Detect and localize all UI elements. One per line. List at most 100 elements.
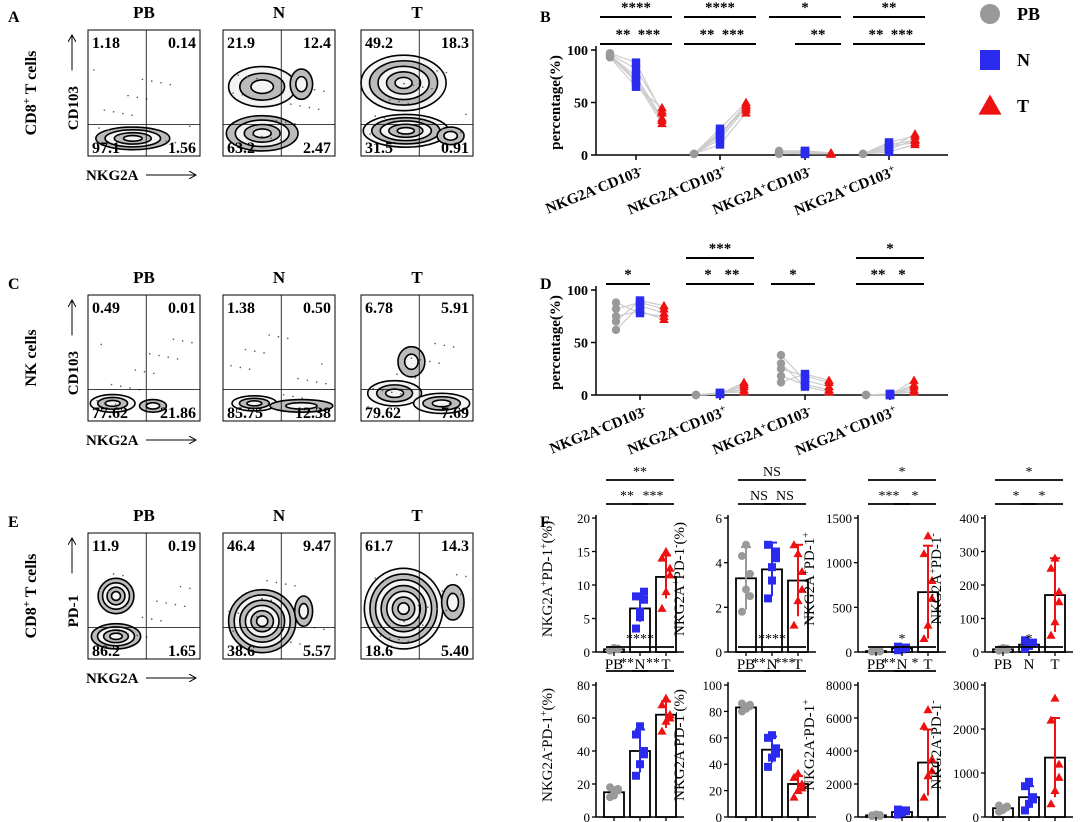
superscript: + (928, 568, 939, 574)
event-dot (294, 585, 296, 587)
row-label: CD8+ T cells (21, 51, 40, 136)
superscript: - (805, 162, 812, 173)
event-dot (174, 141, 177, 144)
superscript: + (21, 98, 33, 104)
label-part: NKG2A (544, 183, 599, 218)
significance-label: *** (722, 27, 745, 43)
significance-bracket: **** (600, 0, 672, 18)
event-dot (141, 616, 144, 619)
quadrant-ul: 1.18 (92, 35, 120, 52)
marker-t (1050, 553, 1060, 562)
marker-pb (858, 149, 868, 159)
event-dot (261, 597, 263, 600)
event-dot (445, 71, 448, 74)
marker-t (793, 786, 803, 795)
marker-t (1054, 772, 1064, 781)
bar-plot-4: 0 100 200 300 400 NKG2A+PD-1- PB N T * * * (928, 465, 1073, 673)
marker-n (772, 547, 780, 556)
significance-bracket: ** (606, 465, 674, 481)
event-dot (158, 354, 160, 357)
event-dot (388, 637, 391, 639)
superscript: + (718, 162, 728, 174)
contour-ring (397, 602, 410, 616)
event-dot (189, 125, 191, 128)
event-dot (103, 647, 106, 649)
flow-title: PB (133, 506, 155, 525)
marker-n (632, 624, 640, 633)
event-dot (427, 144, 429, 146)
marker-pb (861, 390, 871, 400)
marker-t (789, 620, 799, 629)
event-dot (320, 363, 323, 365)
quadrant-lr: 1.65 (168, 643, 196, 660)
x-tick-label: N (897, 657, 908, 673)
label-part: T cells (23, 51, 40, 98)
marker-n (631, 82, 641, 91)
significance-label: *** (879, 489, 900, 504)
event-dot (237, 612, 240, 614)
y-tick-label: 20 (577, 511, 590, 526)
y-tick-label: 50 (574, 97, 588, 112)
marker-t (1046, 715, 1056, 724)
marker-pb (611, 317, 621, 326)
marker-t (919, 634, 929, 643)
marker-t (657, 603, 667, 612)
event-dot (323, 90, 325, 93)
y-axis-label: CD103 (66, 86, 82, 130)
marker-t (1054, 759, 1064, 768)
superscript: + (801, 532, 812, 538)
flow-panel-C: NK cells CD103 NKG2A PB 0.49 0.01 77.62 21.86 N 1… (23, 268, 474, 449)
event-dot (150, 80, 153, 82)
quadrant-lr: 1.56 (168, 140, 196, 157)
superscript: - (674, 421, 681, 432)
event-dot (256, 615, 258, 618)
marker-pb (774, 147, 784, 157)
marker-t (923, 620, 933, 629)
event-dot (405, 375, 407, 377)
event-dot (246, 614, 249, 616)
y-axis-label: percentage(%) (548, 55, 564, 150)
event-dot (251, 596, 254, 598)
quadrant-lr: 12.38 (295, 405, 331, 422)
x-axis-label: NKG2A (86, 671, 139, 687)
flow-title: N (273, 3, 286, 22)
marker-n (1025, 799, 1033, 808)
event-dot (381, 389, 384, 392)
significance-bracket: NS (738, 489, 780, 505)
marker-t (927, 593, 937, 602)
significance-label: NS (776, 489, 794, 504)
y-tick-label: 6000 (826, 711, 852, 726)
marker-t (923, 771, 933, 780)
significance-bracket: ** (710, 267, 754, 285)
contour-ring (294, 75, 308, 93)
marker-pb (610, 791, 618, 800)
significance-bracket: *** (626, 27, 672, 45)
marker-n (1021, 806, 1029, 815)
flow-plot-pb: PB 1.18 0.14 97.1 1.56 (87, 3, 201, 157)
y-axis-label: PD-1 (66, 595, 82, 628)
marker-t (910, 129, 920, 138)
y-tick-label: 300 (960, 545, 980, 560)
quadrant-ll: 85.75 (227, 405, 263, 422)
marker-n (768, 576, 776, 585)
event-dot (465, 113, 467, 116)
event-dot (282, 393, 285, 396)
significance-label: **** (621, 0, 651, 16)
marker-n (1021, 636, 1029, 645)
contour-ring (443, 130, 459, 142)
marker-t (1046, 563, 1056, 572)
label-part: PD-1 (540, 716, 556, 748)
label-part: NKG2A (540, 751, 556, 802)
significance-bracket: * (771, 267, 815, 285)
marker-n (772, 554, 780, 563)
label-part: CD103 (846, 166, 893, 197)
significance-label: *** (709, 241, 732, 257)
marker-n (1025, 777, 1033, 786)
event-dot (129, 387, 131, 389)
marker-n (631, 64, 641, 74)
quadrant-ur: 0.14 (168, 35, 196, 52)
panel-letter: F (540, 514, 550, 531)
event-dot (179, 585, 182, 588)
significance-bracket: NS (738, 465, 806, 481)
marker-t (661, 587, 671, 596)
